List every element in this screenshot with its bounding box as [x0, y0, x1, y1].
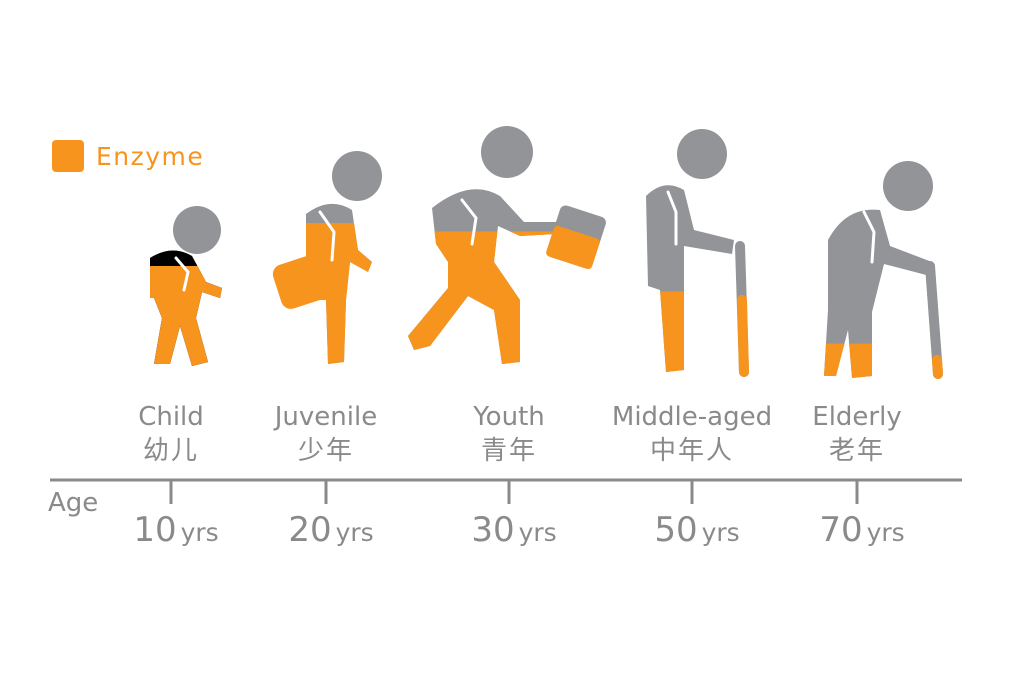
- legend-label-enzyme: Enzyme: [96, 141, 205, 171]
- figure-child: [150, 206, 222, 366]
- middle-aged-head: [677, 129, 727, 179]
- middle-aged-enzyme-fill: [660, 291, 684, 372]
- stage-label-elderly: Elderly 老年: [757, 400, 957, 468]
- stage-en-child: Child: [138, 402, 204, 432]
- stage-label-youth: Youth 青年: [409, 400, 609, 468]
- age-unit: yrs: [866, 518, 905, 547]
- legend-swatch-enzyme: [52, 140, 84, 172]
- stage-zh-child: 幼儿: [142, 436, 199, 466]
- figure-juvenile: [272, 151, 382, 364]
- stage-label-middle-aged: Middle-aged 中年人: [592, 400, 792, 468]
- age-label-50: 50 yrs: [617, 510, 777, 550]
- stage-label-child: Child 幼儿: [71, 400, 271, 468]
- stage-en-elderly: Elderly: [812, 402, 902, 432]
- figure-youth: [408, 126, 606, 364]
- age-value: 50: [654, 510, 698, 550]
- age-unit: yrs: [701, 518, 740, 547]
- elderly-enzyme-fill: [824, 343, 872, 378]
- youth-enzyme-fill: [408, 231, 556, 364]
- axis-title: Age: [48, 488, 99, 518]
- age-label-30: 30 yrs: [434, 510, 594, 550]
- stage-en-middle-aged: Middle-aged: [611, 402, 773, 432]
- stage-label-juvenile: Juvenile 少年: [226, 400, 426, 468]
- stage-zh-middle-aged: 中年人: [649, 436, 734, 466]
- stage-zh-youth: 青年: [480, 436, 537, 466]
- child-head: [173, 206, 221, 254]
- age-value: 30: [471, 510, 515, 550]
- age-unit: yrs: [518, 518, 557, 547]
- youth-head: [481, 126, 533, 178]
- elderly-head: [883, 161, 933, 211]
- child-enzyme-fill: [150, 265, 222, 366]
- age-value: 10: [133, 510, 177, 550]
- figure-elderly: [824, 161, 943, 379]
- stage-zh-juvenile: 少年: [297, 436, 354, 466]
- age-value: 20: [288, 510, 332, 550]
- age-label-20: 20 yrs: [251, 510, 411, 550]
- stage-en-youth: Youth: [473, 402, 545, 432]
- age-label-10: 10 yrs: [96, 510, 256, 550]
- age-label-70: 70 yrs: [782, 510, 942, 550]
- juvenile-head: [332, 151, 382, 201]
- stage-en-juvenile: Juvenile: [274, 402, 378, 432]
- legend: Enzyme: [52, 140, 204, 172]
- age-value: 70: [819, 510, 863, 550]
- youth-bag: [546, 205, 606, 270]
- age-unit: yrs: [180, 518, 219, 547]
- juvenile-bag: [272, 253, 336, 309]
- figure-middle-aged: [646, 129, 749, 377]
- age-unit: yrs: [335, 518, 374, 547]
- stage-zh-elderly: 老年: [828, 436, 885, 466]
